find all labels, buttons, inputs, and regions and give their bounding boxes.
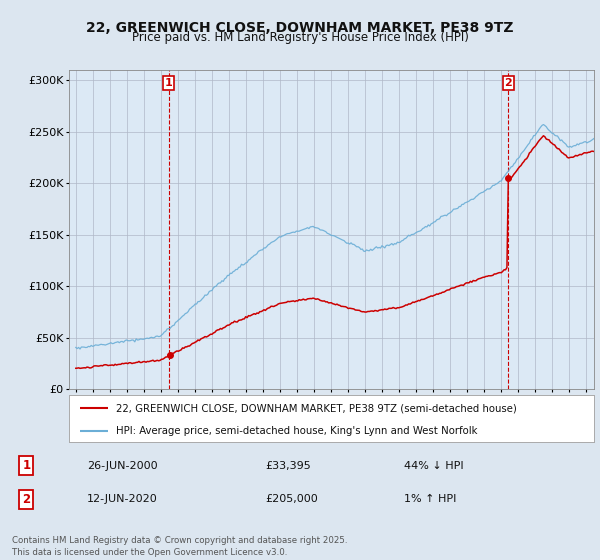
- Text: 22, GREENWICH CLOSE, DOWNHAM MARKET, PE38 9TZ (semi-detached house): 22, GREENWICH CLOSE, DOWNHAM MARKET, PE3…: [116, 403, 517, 413]
- Text: 2: 2: [505, 78, 512, 88]
- Text: HPI: Average price, semi-detached house, King's Lynn and West Norfolk: HPI: Average price, semi-detached house,…: [116, 426, 478, 436]
- Text: 2: 2: [22, 493, 31, 506]
- Text: 44% ↓ HPI: 44% ↓ HPI: [404, 460, 463, 470]
- Text: 1: 1: [165, 78, 173, 88]
- Text: 22, GREENWICH CLOSE, DOWNHAM MARKET, PE38 9TZ: 22, GREENWICH CLOSE, DOWNHAM MARKET, PE3…: [86, 21, 514, 35]
- Text: 12-JUN-2020: 12-JUN-2020: [87, 494, 158, 504]
- Text: £33,395: £33,395: [265, 460, 311, 470]
- Text: 26-JUN-2000: 26-JUN-2000: [87, 460, 158, 470]
- Text: 1% ↑ HPI: 1% ↑ HPI: [404, 494, 456, 504]
- Text: Contains HM Land Registry data © Crown copyright and database right 2025.
This d: Contains HM Land Registry data © Crown c…: [12, 536, 347, 557]
- Text: £205,000: £205,000: [265, 494, 318, 504]
- Text: 1: 1: [22, 459, 31, 472]
- Text: Price paid vs. HM Land Registry's House Price Index (HPI): Price paid vs. HM Land Registry's House …: [131, 31, 469, 44]
